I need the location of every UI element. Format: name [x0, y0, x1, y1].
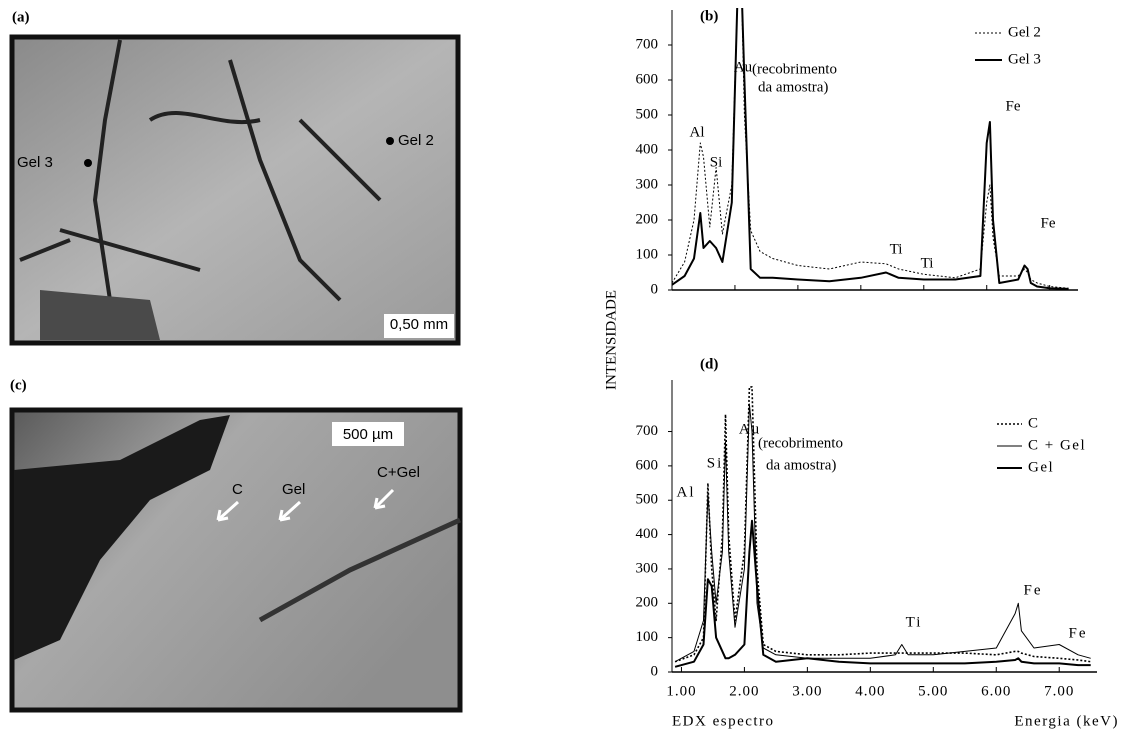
data-line — [674, 403, 1091, 663]
x-tick-label: 6.00 — [981, 683, 1011, 699]
x-tick-label: 4.00 — [855, 683, 885, 699]
y-tick-label: 200 — [636, 595, 659, 611]
y-tick-label: 500 — [636, 106, 659, 122]
y-tick-label: 700 — [636, 36, 659, 52]
legend-label: Gel 2 — [1008, 24, 1041, 40]
y-tick-label: 300 — [636, 176, 659, 192]
peak-label: Ti — [921, 255, 934, 271]
panel-label: (c) — [10, 377, 27, 393]
y-tick-label: 400 — [636, 526, 659, 542]
legend-label: C + Gel — [1028, 437, 1086, 453]
peak-label: Si — [710, 154, 723, 170]
peak-label: Al — [690, 124, 705, 140]
peak-label: Fe — [1069, 625, 1088, 641]
y-tick-label: 100 — [636, 246, 659, 262]
sem-image — [9, 407, 463, 713]
peak-label: Al — [677, 484, 696, 500]
chart-title: (d) — [700, 356, 718, 372]
x-axis-label: Energia (keV) — [1014, 713, 1119, 729]
peak-label: Au — [739, 421, 761, 437]
data-line — [674, 519, 1091, 668]
x-tick-label: 2.00 — [729, 683, 759, 699]
plot-area — [672, 8, 1069, 290]
peak-label: (recobrimento — [758, 435, 843, 451]
image-mark: C — [232, 481, 243, 498]
peak-label: Au — [734, 59, 753, 75]
scale-bar-label: 500 µm — [343, 426, 393, 443]
peak-label: (recobrimento — [752, 61, 837, 77]
x-tick-label: 7.00 — [1044, 683, 1074, 699]
peak-label: da amostra) — [766, 457, 836, 473]
peak-label: Ti — [906, 614, 923, 630]
chart-title: (b) — [700, 8, 718, 24]
legend-label: Gel — [1028, 459, 1054, 475]
y-tick-label: 0 — [651, 663, 659, 679]
data-line — [672, 8, 1069, 289]
y-tick-label: 600 — [636, 71, 659, 87]
peak-label: Fe — [1006, 98, 1021, 114]
peak-label: Si — [707, 455, 724, 471]
y-tick-label: 400 — [636, 141, 659, 157]
x-tick-label: 3.00 — [792, 683, 822, 699]
data-line — [674, 386, 1091, 663]
legend-label: C — [1028, 415, 1040, 431]
scale-bar-label: 0,50 mm — [390, 316, 448, 333]
peak-label: Fe — [1041, 215, 1056, 231]
image-mark: C+Gel — [377, 464, 420, 481]
y-tick-label: 200 — [636, 211, 659, 227]
image-mark: Gel 3 — [17, 154, 53, 171]
y-axis-label: INTENSIDADE — [603, 290, 619, 390]
peak-label: Ti — [890, 241, 903, 257]
data-line — [672, 8, 1069, 290]
legend-label: Gel 3 — [1008, 51, 1041, 67]
y-tick-label: 100 — [636, 629, 659, 645]
y-tick-label: 300 — [636, 560, 659, 576]
x-tick-label: 1.00 — [666, 683, 696, 699]
image-mark: Gel 2 — [398, 132, 434, 149]
panel-label: (a) — [12, 9, 30, 25]
y-tick-label: 600 — [636, 457, 659, 473]
image-mark: Gel — [282, 481, 305, 498]
y-tick-label: 700 — [636, 423, 659, 439]
y-tick-label: 500 — [636, 492, 659, 508]
sem-image — [9, 34, 461, 346]
x-tick-label: 5.00 — [918, 683, 948, 699]
x-axis-label: EDX espectro — [672, 713, 775, 729]
peak-label: da amostra) — [758, 79, 828, 95]
y-tick-label: 0 — [651, 281, 659, 297]
plot-area — [674, 386, 1091, 668]
peak-label: Fe — [1024, 582, 1043, 598]
